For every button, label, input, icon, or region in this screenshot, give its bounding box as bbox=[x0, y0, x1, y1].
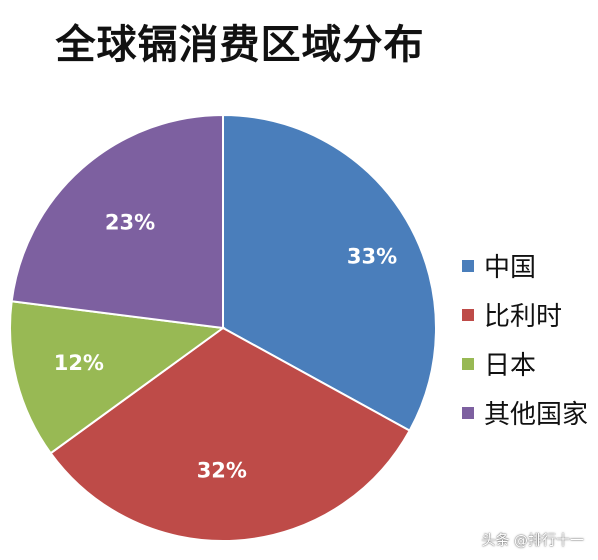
legend-swatch-belgium bbox=[462, 308, 474, 321]
pie-slice-other bbox=[10, 113, 224, 330]
legend-item-china: 中国 bbox=[462, 248, 588, 283]
slice-label-china: 33% bbox=[347, 244, 397, 268]
slice-label-belgium: 32% bbox=[197, 458, 247, 482]
watermark: 头条 @排行十一 bbox=[481, 533, 584, 549]
pie-slice-japan bbox=[9, 300, 226, 455]
legend: 中国 比利时 日本 其他国家 bbox=[462, 248, 588, 444]
legend-label-other: 其他国家 bbox=[484, 400, 589, 430]
legend-swatch-japan bbox=[462, 357, 474, 370]
slice-label-other: 23% bbox=[105, 211, 155, 235]
chart-title: 全球镉消费区域分布 bbox=[55, 22, 425, 68]
legend-label-japan: 日本 bbox=[484, 351, 537, 381]
legend-swatch-other bbox=[462, 406, 474, 419]
pie-slice-belgium bbox=[49, 326, 412, 542]
pie-slice-china bbox=[222, 113, 437, 432]
legend-label-belgium: 比利时 bbox=[484, 302, 563, 332]
legend-item-other: 其他国家 bbox=[462, 395, 588, 430]
legend-item-japan: 日本 bbox=[462, 346, 588, 381]
legend-item-belgium: 比利时 bbox=[462, 297, 588, 332]
legend-swatch-china bbox=[462, 259, 474, 272]
slice-label-japan: 12% bbox=[54, 351, 104, 375]
legend-label-china: 中国 bbox=[484, 253, 537, 283]
